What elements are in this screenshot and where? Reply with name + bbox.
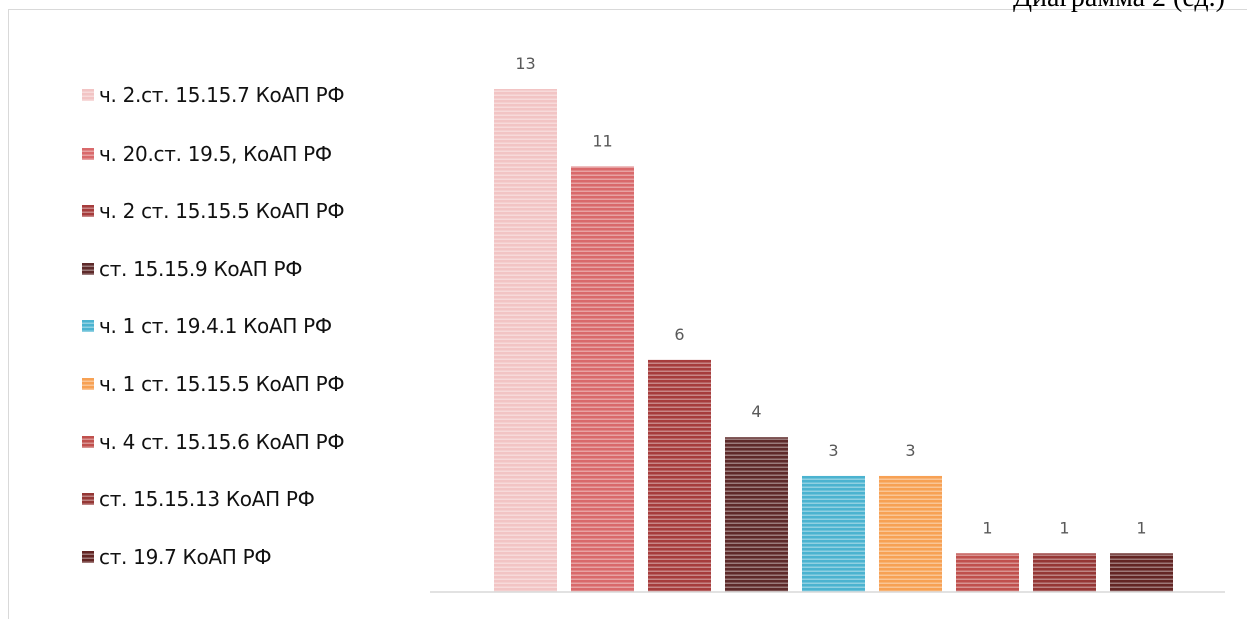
legend-item-7: ч. 4 ст. 15.15.6 КоАП РФ — [82, 429, 345, 455]
bar-3 — [648, 359, 711, 592]
data-label-3: 6 — [674, 325, 684, 344]
legend-swatch-4 — [82, 263, 94, 275]
data-label-1: 13 — [515, 54, 535, 73]
bar-6 — [879, 475, 942, 592]
legend-swatch-9 — [82, 551, 94, 563]
legend-swatch-6 — [82, 378, 94, 390]
legend-swatch-2 — [82, 148, 94, 160]
bar-7 — [956, 553, 1019, 592]
legend-swatch-7 — [82, 436, 94, 448]
bar-1 — [494, 89, 557, 592]
data-label-6: 3 — [905, 441, 915, 460]
data-label-9: 1 — [1136, 518, 1146, 537]
data-label-2: 11 — [592, 131, 612, 150]
bar-2 — [571, 166, 634, 592]
legend-label-6: ч. 1 ст. 15.15.5 КоАП РФ — [99, 372, 345, 396]
legend-label-4: ст. 15.15.9 КоАП РФ — [99, 257, 303, 281]
legend-swatch-1 — [82, 89, 94, 101]
bar-5 — [802, 475, 865, 592]
data-label-4: 4 — [751, 402, 761, 421]
legend-label-3: ч. 2 ст. 15.15.5 КоАП РФ — [99, 199, 345, 223]
bar-4 — [725, 437, 788, 592]
legend-label-7: ч. 4 ст. 15.15.6 КоАП РФ — [99, 430, 345, 454]
legend-item-2: ч. 20.ст. 19.5, КоАП РФ — [82, 141, 332, 167]
legend-label-5: ч. 1 ст. 19.4.1 КоАП РФ — [99, 314, 332, 338]
legend-swatch-5 — [82, 320, 94, 332]
data-label-7: 1 — [982, 518, 992, 537]
legend-label-2: ч. 20.ст. 19.5, КоАП РФ — [99, 142, 332, 166]
legend-swatch-8 — [82, 493, 94, 505]
bar-8 — [1033, 553, 1096, 592]
legend-item-9: ст. 19.7 КоАП РФ — [82, 544, 272, 570]
data-label-5: 3 — [828, 441, 838, 460]
legend-label-8: ст. 15.15.13 КоАП РФ — [99, 487, 315, 511]
legend-item-5: ч. 1 ст. 19.4.1 КоАП РФ — [82, 313, 332, 339]
legend-label-9: ст. 19.7 КоАП РФ — [99, 545, 272, 569]
bar-9 — [1110, 553, 1173, 592]
legend-item-3: ч. 2 ст. 15.15.5 КоАП РФ — [82, 198, 345, 224]
legend-item-4: ст. 15.15.9 КоАП РФ — [82, 256, 302, 282]
legend-item-1: ч. 2.ст. 15.15.7 КоАП РФ — [82, 82, 345, 108]
legend-item-6: ч. 1 ст. 15.15.5 КоАП РФ — [82, 371, 345, 397]
data-label-8: 1 — [1059, 518, 1069, 537]
legend-label-1: ч. 2.ст. 15.15.7 КоАП РФ — [99, 83, 345, 107]
legend-item-8: ст. 15.15.13 КоАП РФ — [82, 486, 315, 512]
legend-swatch-3 — [82, 205, 94, 217]
chart-frame — [8, 9, 1247, 619]
chart-caption: Диаграмма 2 (ед.) — [1013, 0, 1225, 14]
